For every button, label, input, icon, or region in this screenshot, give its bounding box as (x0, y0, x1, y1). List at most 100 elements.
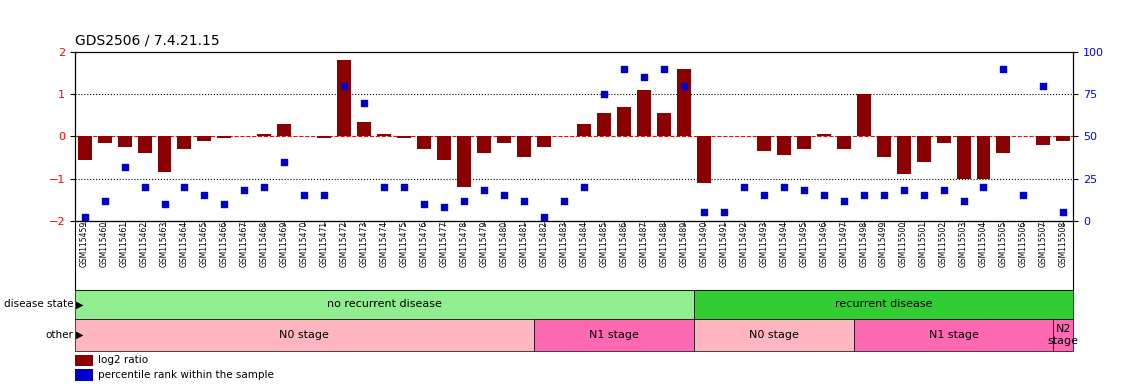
Point (754, 192, 773, 199)
Text: ▶: ▶ (76, 330, 84, 340)
Point (654, 66, 673, 72)
Bar (897, 136, 910, 174)
Bar (856, 94, 870, 136)
Bar (278, 124, 292, 136)
Bar (75, 369, 93, 381)
Bar (1037, 136, 1050, 145)
Point (335, 83, 354, 89)
Text: GSM115494: GSM115494 (779, 221, 789, 267)
Bar (1054, 319, 1073, 351)
Text: GSM115486: GSM115486 (620, 221, 628, 267)
Bar (597, 113, 611, 136)
Text: GSM115487: GSM115487 (639, 221, 649, 267)
Bar (797, 136, 810, 149)
Point (894, 187, 913, 194)
Bar (854, 319, 1054, 351)
Text: GSM115508: GSM115508 (1058, 221, 1068, 267)
Text: GSM115481: GSM115481 (520, 221, 528, 267)
Bar (657, 113, 670, 136)
Text: disease state: disease state (3, 299, 73, 310)
Text: percentile rank within the sample: percentile rank within the sample (98, 370, 273, 380)
Point (1015, 192, 1033, 199)
Text: GSM115497: GSM115497 (839, 221, 848, 267)
Point (954, 197, 972, 204)
Bar (317, 136, 332, 139)
Text: GSM115483: GSM115483 (559, 221, 568, 267)
Bar (937, 136, 951, 143)
Point (155, 201, 173, 207)
Text: GSM115472: GSM115472 (340, 221, 349, 267)
Bar (637, 90, 651, 136)
Bar (257, 134, 271, 136)
Bar (357, 121, 371, 136)
Bar (916, 136, 931, 162)
Text: GSM115507: GSM115507 (1039, 221, 1048, 267)
Bar (697, 136, 711, 183)
Bar (437, 136, 451, 160)
Text: GSM115463: GSM115463 (160, 221, 169, 267)
Text: N0 stage: N0 stage (279, 330, 329, 340)
Point (495, 192, 513, 199)
Text: GSM115492: GSM115492 (739, 221, 748, 267)
Bar (534, 319, 693, 351)
Bar (777, 136, 791, 156)
Text: GSM115488: GSM115488 (659, 221, 668, 267)
Bar (517, 136, 532, 157)
Bar (757, 136, 770, 151)
Bar (178, 136, 192, 149)
Text: GSM115474: GSM115474 (380, 221, 389, 267)
Point (794, 187, 813, 194)
Text: GSM115459: GSM115459 (80, 221, 90, 267)
Bar (816, 134, 831, 136)
Text: N1 stage: N1 stage (929, 330, 978, 340)
Point (395, 184, 413, 190)
Text: GDS2506 / 7.4.21.15: GDS2506 / 7.4.21.15 (75, 34, 219, 48)
Text: GSM115504: GSM115504 (979, 221, 988, 267)
Bar (1056, 136, 1070, 141)
Point (1034, 83, 1053, 89)
Bar (78, 136, 92, 160)
Text: GSM115501: GSM115501 (920, 221, 928, 267)
Text: GSM115461: GSM115461 (121, 221, 129, 267)
Point (375, 184, 394, 190)
Bar (117, 136, 132, 147)
Text: N0 stage: N0 stage (748, 330, 799, 340)
Text: GSM115471: GSM115471 (320, 221, 328, 267)
Point (416, 201, 434, 207)
Text: GSM115460: GSM115460 (100, 221, 109, 267)
Bar (338, 60, 351, 136)
Bar (397, 136, 411, 139)
Bar (693, 290, 1073, 319)
Text: GSM115490: GSM115490 (699, 221, 708, 267)
Text: other: other (46, 330, 73, 340)
Point (675, 83, 693, 89)
Point (535, 214, 553, 220)
Point (176, 184, 194, 190)
Bar (877, 136, 891, 157)
Point (255, 184, 273, 190)
Point (276, 159, 294, 165)
Point (875, 192, 893, 199)
Point (135, 184, 154, 190)
Point (216, 201, 234, 207)
Bar (75, 355, 93, 366)
Text: GSM115500: GSM115500 (899, 221, 908, 267)
Text: GSM115493: GSM115493 (759, 221, 768, 267)
Text: GSM115499: GSM115499 (879, 221, 889, 267)
Bar (537, 136, 551, 147)
Text: GSM115478: GSM115478 (459, 221, 468, 267)
Point (975, 184, 993, 190)
Text: GSM115484: GSM115484 (580, 221, 589, 267)
Point (115, 164, 133, 170)
Text: GSM115485: GSM115485 (599, 221, 608, 267)
Text: recurrent disease: recurrent disease (835, 299, 932, 310)
Bar (677, 69, 691, 136)
Point (455, 197, 473, 204)
Text: GSM115464: GSM115464 (180, 221, 189, 267)
Text: GSM115480: GSM115480 (499, 221, 509, 267)
Bar (693, 319, 854, 351)
Bar (157, 136, 171, 172)
Text: log2 ratio: log2 ratio (98, 356, 148, 366)
Point (514, 197, 533, 204)
Point (475, 187, 494, 194)
